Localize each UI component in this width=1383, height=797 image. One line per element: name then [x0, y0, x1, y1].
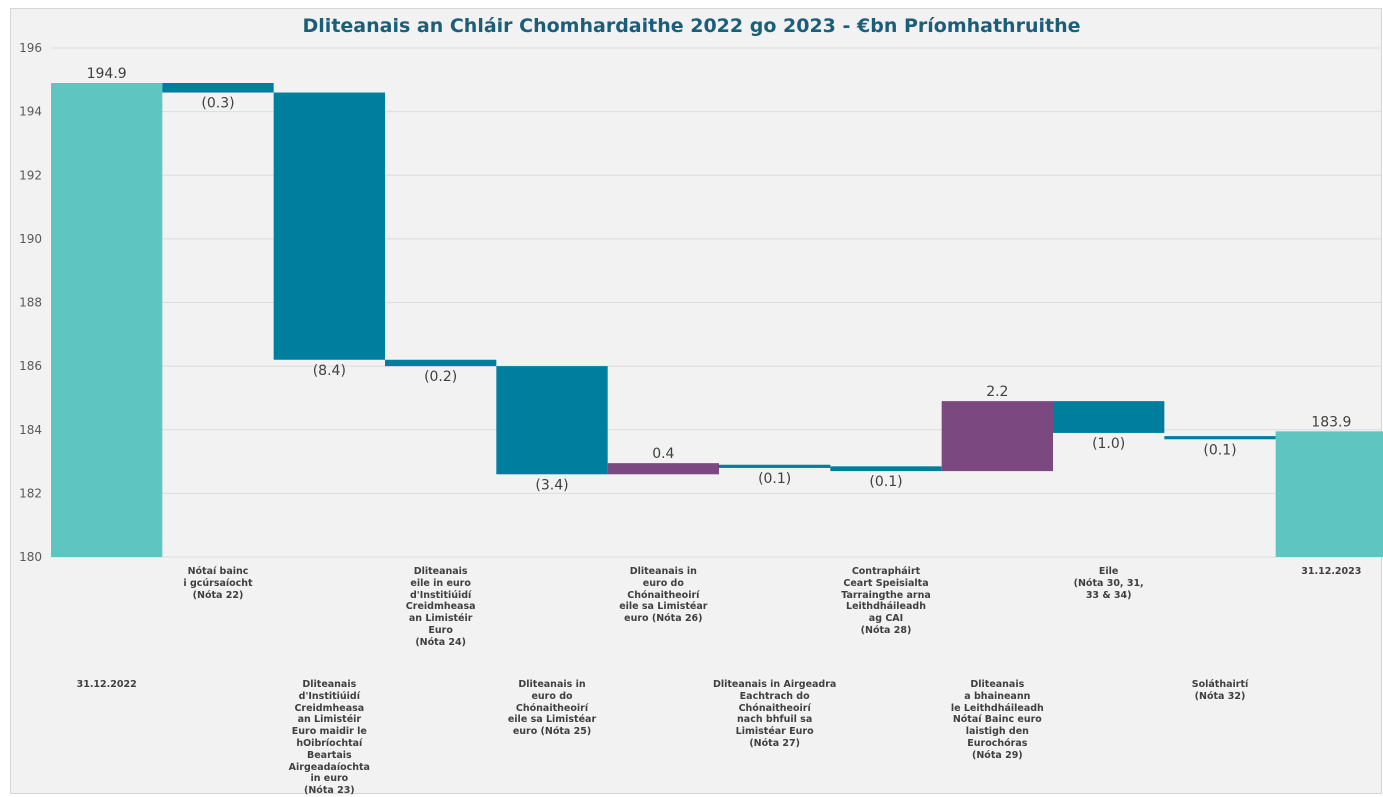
category-label: Soláthairtí (Nóta 32): [1191, 679, 1249, 702]
bar-11: [1275, 431, 1383, 557]
category-label: Nótaí bainc i gcúrsaíocht (Nóta 22): [183, 566, 253, 601]
bar-6: [719, 464, 831, 468]
chart-title: Dliteanais an Chláir Chomhardaithe 2022 …: [302, 15, 1081, 37]
y-tick-label: 180: [19, 550, 42, 564]
y-tick-label: 186: [19, 359, 42, 373]
bar-9: [1053, 401, 1165, 433]
category-label: Dliteanais in euro do Chónaitheoirí eile…: [619, 566, 708, 625]
y-tick-label: 188: [19, 296, 42, 310]
data-label: (0.1): [758, 471, 791, 487]
y-tick-label: 182: [19, 486, 42, 500]
y-tick-label: 192: [19, 168, 42, 182]
bar-3: [385, 359, 497, 367]
bar-0: [51, 82, 163, 558]
bar-7: [830, 466, 942, 472]
category-label: Eile (Nóta 30, 31, 33 & 34): [1073, 566, 1144, 601]
bar-10: [1164, 436, 1276, 440]
data-label: (1.0): [1092, 436, 1125, 452]
data-label: (3.4): [535, 477, 568, 493]
bar-8: [941, 401, 1053, 472]
y-tick-label: 196: [19, 41, 42, 55]
data-label: (0.1): [1203, 442, 1236, 458]
category-label: 31.12.2023: [1301, 566, 1362, 577]
category-label: Dliteanais d'Institiúidí Creidmheasa an …: [288, 679, 370, 797]
data-label: 194.9: [87, 66, 127, 82]
chart-frame: [10, 8, 1382, 794]
category-label: Dliteanais in euro do Chónaitheoirí eile…: [507, 679, 597, 738]
category-label: Dliteanais a bhaineann le Leithdháileadh…: [950, 679, 1044, 761]
data-label: (0.2): [424, 369, 457, 385]
bar-5: [607, 463, 719, 475]
data-label: 0.4: [652, 446, 674, 462]
category-label: Dliteanais in Airgeadra Eachtrach do Chó…: [712, 679, 837, 749]
bar-2: [273, 92, 385, 360]
y-tick-label: 190: [19, 232, 42, 246]
category-label: 31.12.2022: [76, 679, 137, 690]
data-label: (0.3): [201, 96, 234, 112]
bar-4: [496, 366, 608, 475]
y-tick-label: 184: [19, 423, 42, 437]
bar-1: [162, 82, 274, 93]
data-label: (8.4): [313, 363, 346, 379]
data-label: 2.2: [986, 384, 1008, 400]
data-label: 183.9: [1311, 414, 1351, 430]
category-label: Contrapháirt Ceart Speisialta Tarraingth…: [841, 566, 931, 636]
y-tick-label: 194: [19, 105, 42, 119]
category-label: Dliteanais eile in euro d'Institiúidí Cr…: [405, 566, 476, 648]
data-label: (0.1): [869, 474, 902, 490]
